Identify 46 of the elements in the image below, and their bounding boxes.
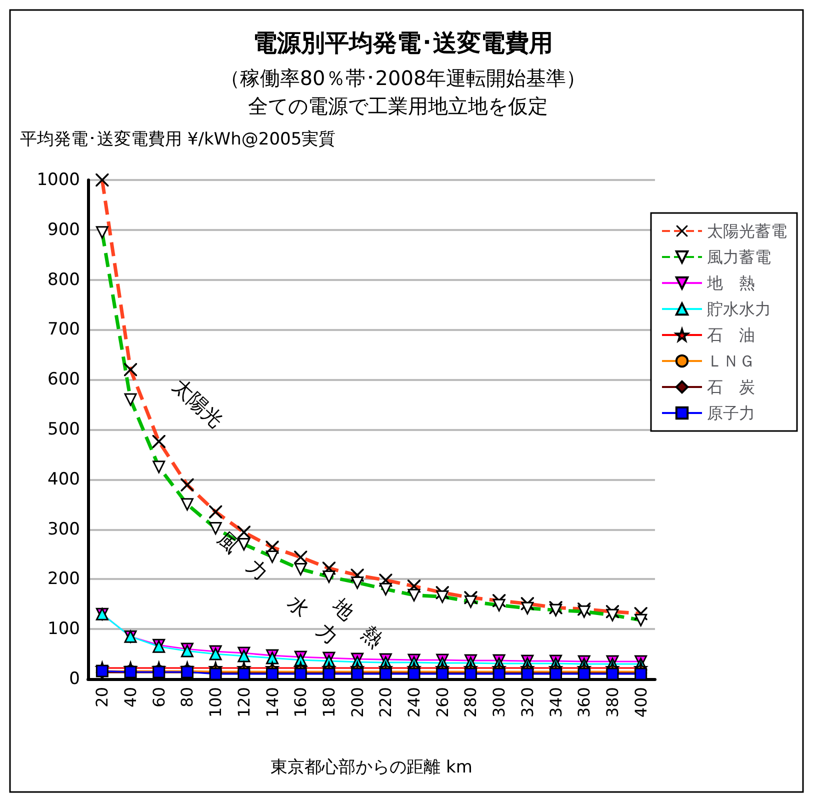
x-tick-label: 140 — [262, 687, 282, 718]
y-tick-label: 0 — [69, 669, 80, 689]
x-tick-label: 100 — [206, 687, 226, 718]
x-tick-label: 380 — [602, 687, 622, 718]
y-tick-label: 1000 — [36, 170, 80, 190]
x-tick-label: 320 — [518, 687, 537, 718]
x-tick-label: 400 — [631, 687, 650, 718]
y-tick-label: 300 — [48, 519, 80, 540]
y-tick-label: 100 — [48, 619, 80, 640]
y-tick-label: 600 — [48, 370, 80, 390]
y-tick-label: 800 — [48, 270, 80, 290]
y-axis-title: 平均発電･送変電費用 ¥/kWh@2005実質 — [20, 130, 336, 150]
x-tick-label: 20 — [92, 687, 112, 708]
y-tick-label: 200 — [48, 569, 80, 590]
x-tick-label: 220 — [376, 687, 396, 718]
x-tick-label: 360 — [574, 687, 594, 718]
legend-label: 石 炭 — [707, 378, 755, 396]
legend-label: 太陽光蓄電 — [707, 222, 787, 240]
x-tick-label: 80 — [178, 687, 197, 708]
x-tick-label: 200 — [348, 687, 367, 718]
chart-title: 電源別平均発電･送変電費用 — [253, 29, 553, 57]
legend-label: 地 熱 — [706, 274, 755, 292]
legend-label: ＬＮＧ — [707, 352, 755, 370]
x-tick-label: 300 — [490, 687, 509, 718]
x-tick-label: 240 — [404, 687, 424, 718]
annotation: 風 力 — [212, 526, 274, 586]
y-tick-label: 500 — [48, 420, 80, 440]
text: 全ての電源で工業用地立地を仮定 — [248, 94, 548, 118]
legend-label: 貯水水力 — [707, 300, 771, 318]
x-tick-label: 60 — [149, 687, 168, 708]
y-tick-label: 900 — [48, 220, 80, 240]
x-tick-label: 340 — [546, 687, 566, 718]
legend-label: 風力蓄電 — [707, 248, 771, 266]
x-axis-title: 東京都心部からの距離 km — [270, 758, 472, 778]
x-tick-label: 260 — [432, 687, 452, 718]
y-tick-label: 400 — [48, 469, 80, 490]
x-tick-label: 180 — [319, 687, 338, 718]
x-tick-label: 120 — [234, 687, 254, 718]
x-tick-label: 160 — [291, 687, 310, 718]
annotation: 太陽光 — [168, 374, 228, 432]
y-tick-label: 700 — [48, 320, 80, 340]
legend-label: 原子力 — [707, 404, 755, 422]
legend-label: 石 油 — [707, 326, 755, 344]
x-tick-label: 40 — [121, 687, 140, 708]
x-tick-label: 280 — [461, 687, 480, 718]
chart-subtitle: （稼働率80％帯･2008年運転開始基準） — [220, 66, 586, 90]
